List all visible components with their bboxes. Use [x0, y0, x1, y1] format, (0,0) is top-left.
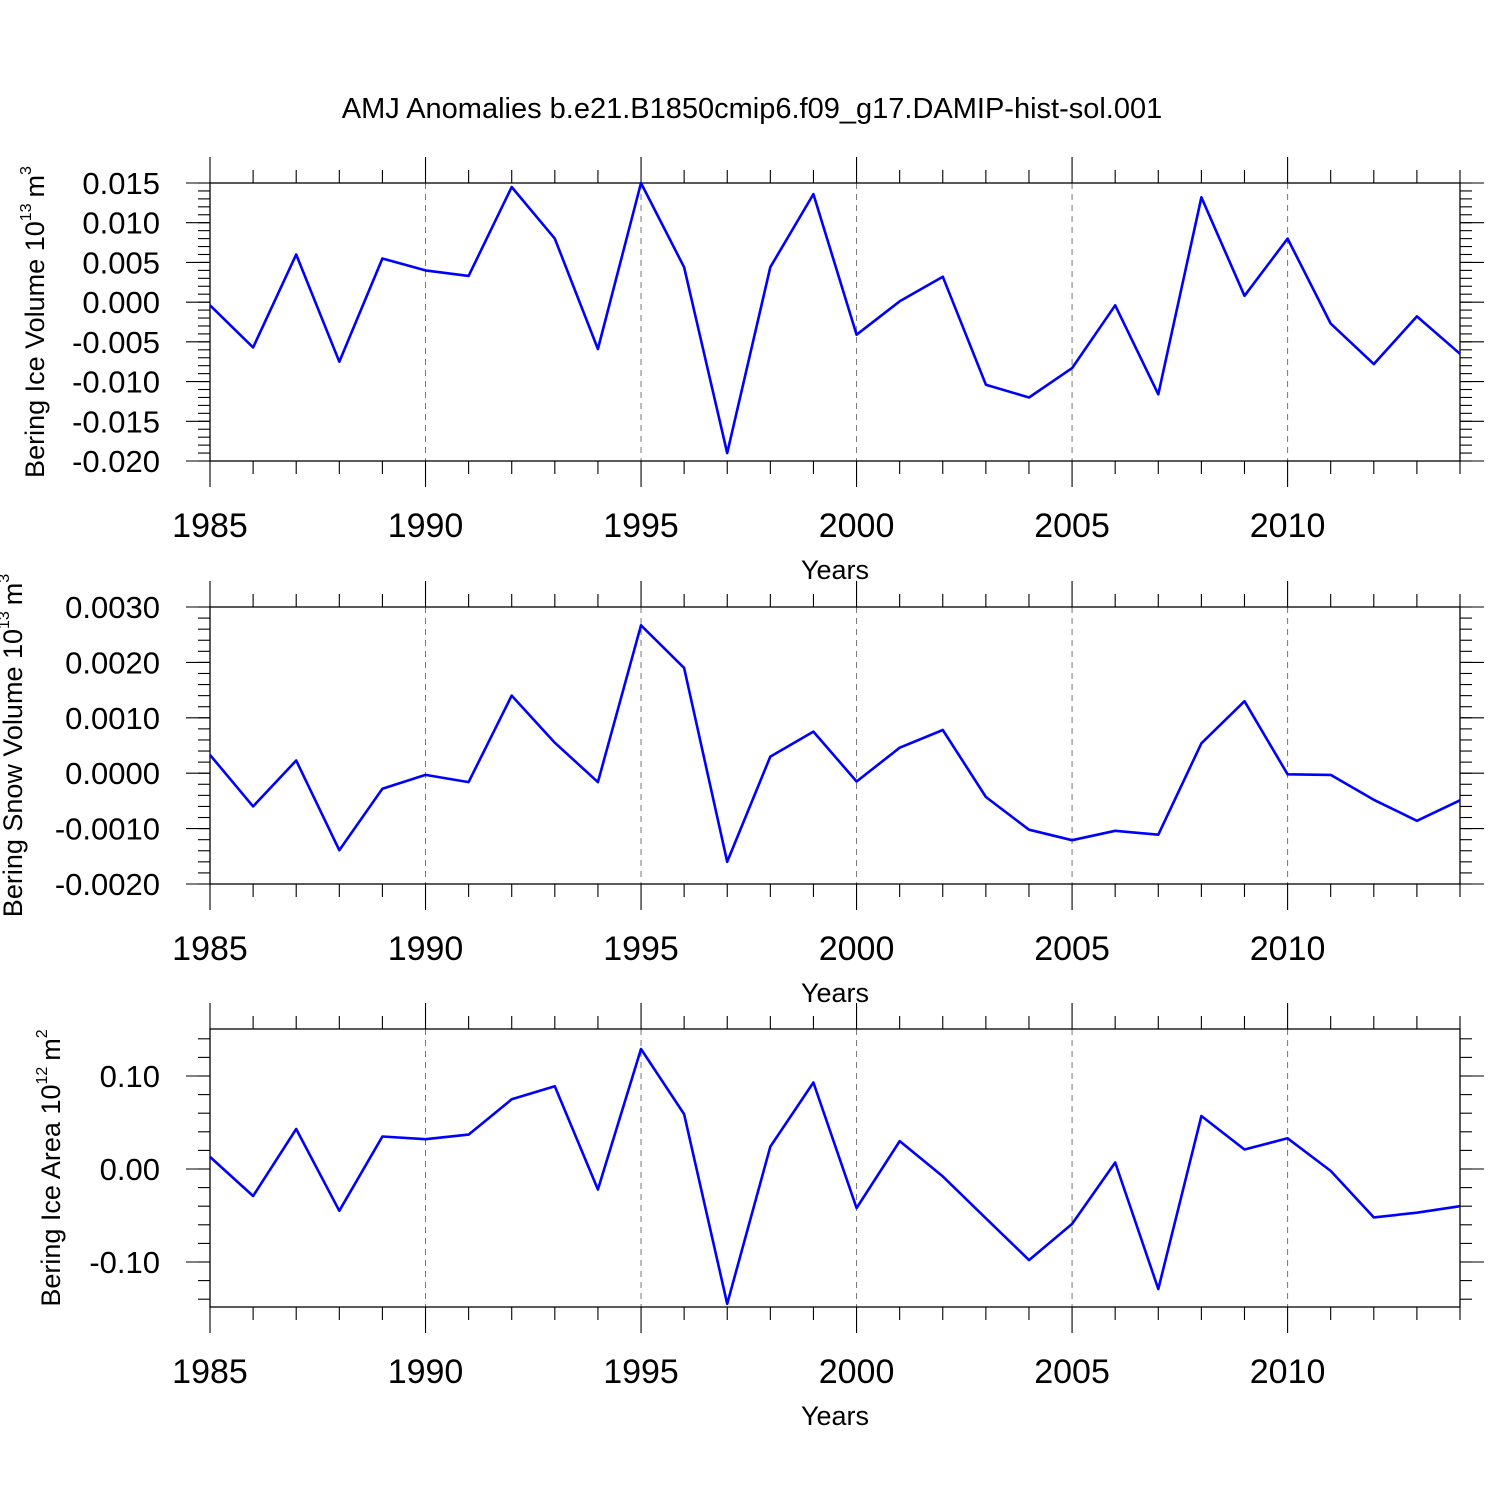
ylabel-unit: m [20, 175, 50, 198]
x-tick-label: 2010 [1250, 507, 1326, 545]
x-tick-label: 1995 [603, 507, 679, 545]
y-tick-label: 0.0020 [65, 645, 160, 680]
x-tick-label: 1990 [388, 930, 464, 968]
y-tick-label: 0.005 [82, 245, 160, 280]
panels: 0.015 0.010 0.005 0.000 -0.005 -0.010 -0.015 -0… [0, 157, 1484, 1431]
x-tick-label: 1995 [603, 930, 679, 968]
y-tick-label: -0.010 [72, 365, 160, 400]
y-tick-label: 0.0030 [65, 590, 160, 625]
y-tick-label: -0.10 [89, 1245, 160, 1280]
y-tick-label: 0.015 [82, 166, 160, 201]
chart-panel-1: 0.015 0.010 0.005 0.000 -0.005 -0.010 -0.015 -0… [18, 157, 1484, 585]
y-tick-label: 0.010 [82, 206, 160, 241]
plot-frame [209, 1028, 1461, 1308]
chart-panel-3: 0.10 0.00 -0.10 1985 1990 1995 2000 2005 2010 Yea… [34, 1003, 1484, 1431]
x-tick-label: 2005 [1034, 930, 1110, 968]
x-axis-label: Years [801, 978, 869, 1008]
x-tick-label: 2005 [1034, 507, 1110, 545]
x-tick-label: 2000 [819, 507, 895, 545]
y-tick-label: 0.0000 [65, 756, 160, 791]
x-tick-label: 1985 [172, 930, 248, 968]
chart-panel-2: 0.0030 0.0020 0.0010 0.0000 -0.0010 -0.0020 19… [0, 574, 1484, 1008]
y-tick-label: -0.020 [72, 444, 160, 479]
y-axis-label: Bering Ice Volume 1013 m3 [18, 166, 50, 478]
ylabel-unit-exponent: 2 [34, 1029, 51, 1038]
y-tick-label: 0.0010 [65, 701, 160, 736]
x-tick-label: 2005 [1034, 1353, 1110, 1391]
series-line [209, 623, 1461, 864]
y-tick-label: 0.000 [82, 285, 160, 320]
ylabel-exponent: 13 [18, 203, 35, 221]
y-tick-label: -0.005 [72, 325, 160, 360]
x-tick-label: 1985 [172, 1353, 248, 1391]
plot-frame [209, 182, 1461, 462]
chart-title: AMJ Anomalies b.e21.B1850cmip6.f09_g17.D… [342, 93, 1163, 125]
series-line [209, 181, 1461, 455]
y-tick-label: -0.0020 [55, 867, 160, 902]
x-tick-label: 1990 [388, 1353, 464, 1391]
ylabel-text: Bering Ice Volume 10 [20, 221, 50, 478]
ylabel-text: Bering Snow Volume 10 [0, 629, 28, 917]
x-tick-label: 2000 [819, 1353, 895, 1391]
ylabel-unit: m [36, 1038, 66, 1061]
y-tick-label: -0.015 [72, 404, 160, 439]
plot-frame [209, 606, 1461, 885]
x-tick-label: 2010 [1250, 1353, 1326, 1391]
ylabel-unit: m [0, 583, 28, 606]
ylabel-text: Bering Ice Area 10 [36, 1085, 66, 1307]
x-axis-label: Years [801, 555, 869, 585]
series-line [209, 1047, 1461, 1306]
ylabel-exponent: 13 [0, 611, 13, 629]
x-tick-label: 2000 [819, 930, 895, 968]
ylabel-exponent: 12 [34, 1067, 51, 1085]
ylabel-unit-exponent: 3 [0, 574, 13, 583]
ylabel-unit-exponent: 3 [18, 166, 35, 175]
y-axis-label: Bering Ice Area 1012 m2 [34, 1029, 66, 1306]
x-tick-label: 1985 [172, 507, 248, 545]
x-tick-label: 1995 [603, 1353, 679, 1391]
x-tick-label: 2010 [1250, 930, 1326, 968]
y-tick-label: 0.00 [100, 1152, 160, 1187]
y-tick-label: 0.10 [100, 1059, 160, 1094]
x-axis-label: Years [801, 1401, 869, 1431]
x-tick-label: 1990 [388, 507, 464, 545]
y-tick-label: -0.0010 [55, 812, 160, 847]
y-axis-label: Bering Snow Volume 1013 m3 [0, 574, 28, 917]
